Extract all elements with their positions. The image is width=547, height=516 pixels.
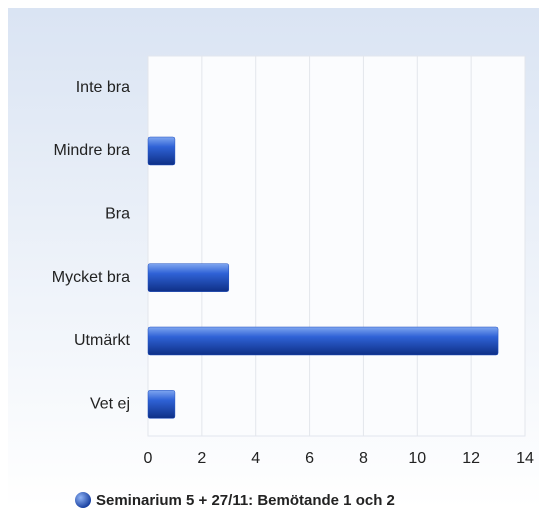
y-tick-label: Mindre bra xyxy=(54,142,131,159)
bar xyxy=(147,136,176,166)
bar xyxy=(147,390,176,419)
x-tick-label: 0 xyxy=(144,450,153,467)
x-tick-label: 4 xyxy=(251,450,260,467)
y-tick-label: Vet ej xyxy=(90,396,130,413)
x-tick-label: 8 xyxy=(359,450,368,467)
y-tick-label: Bra xyxy=(105,206,130,223)
y-tick-label: Mycket bra xyxy=(52,269,130,286)
legend-marker xyxy=(75,492,91,508)
x-tick-label: 6 xyxy=(305,450,314,467)
x-tick-label: 12 xyxy=(462,450,480,467)
x-tick-label: 10 xyxy=(408,450,426,467)
y-tick-label: Inte bra xyxy=(76,79,130,96)
bar xyxy=(147,326,499,356)
legend-label: Seminarium 5 + 27/11: Bemötande 1 och 2 xyxy=(96,492,395,509)
plot-area xyxy=(147,55,526,437)
x-tick-label: 14 xyxy=(516,450,534,467)
y-tick-label: Utmärkt xyxy=(74,332,131,349)
bar xyxy=(147,263,230,292)
x-tick-label: 2 xyxy=(197,450,206,467)
